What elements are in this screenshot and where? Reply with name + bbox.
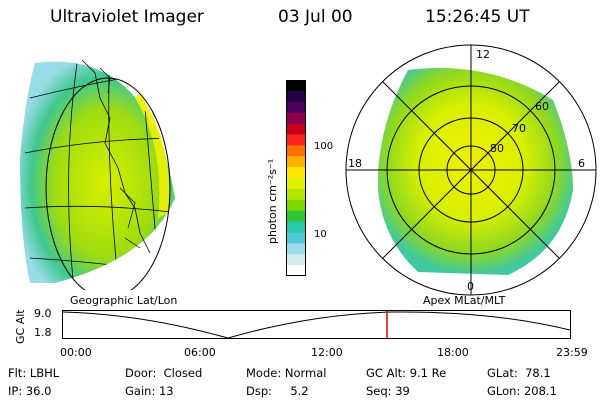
gain-field: Gain: 13 — [125, 384, 174, 398]
colorbar-swatch — [286, 188, 306, 201]
gc-altitude-field: GC Alt: 9.1 Re — [366, 366, 447, 380]
colorbar-swatch — [286, 199, 306, 212]
mlat-60-label: 60 — [535, 100, 549, 113]
mlat-70-label: 70 — [512, 122, 526, 135]
colorbar-swatch — [286, 101, 306, 114]
colorbar-swatch — [286, 232, 306, 244]
colorbar — [286, 80, 306, 276]
time-tick-1800: 18:00 — [437, 346, 469, 359]
colorbar-swatch — [286, 243, 306, 255]
altitude-tick-max: 9.0 — [34, 307, 52, 320]
colorbar-swatch — [286, 265, 306, 276]
image-date: 03 Jul 00 — [278, 7, 353, 27]
colorbar-unit-label: photon cm⁻²s⁻¹ — [266, 158, 279, 244]
colorbar-swatch — [286, 90, 306, 103]
colorbar-tick-100: 100 — [314, 141, 334, 152]
geographic-label: Geographic Lat/Lon — [70, 294, 178, 307]
image-time: 15:26:45 UT — [425, 7, 530, 27]
colorbar-swatch — [286, 145, 306, 157]
apex-label: Apex MLat/MLT — [423, 294, 506, 307]
time-tick-0000: 00:00 — [60, 346, 92, 359]
colorbar-swatch — [286, 112, 306, 125]
filter-field: Flt: LBHL — [8, 366, 60, 380]
geographic-image — [20, 59, 175, 290]
time-tick-2359: 23:59 — [556, 346, 588, 359]
dsp-field: Dsp: 5.2 — [246, 384, 309, 398]
mlt-12-label: 12 — [476, 48, 490, 61]
instrument-title: Ultraviolet Imager — [50, 7, 204, 27]
sequence-field: Seq: 39 — [366, 384, 410, 398]
geographic-aurora-region — [20, 61, 175, 283]
mlt-0-label: 0 — [467, 280, 474, 293]
polar-grid — [345, 44, 597, 296]
colorbar-swatch — [286, 221, 306, 233]
colorbar-swatch — [286, 167, 306, 179]
mlt-6-label: 6 — [578, 157, 585, 170]
time-tick-0600: 06:00 — [184, 346, 216, 359]
coastline — [81, 59, 151, 254]
colorbar-swatch — [286, 178, 306, 190]
door-field: Door: Closed — [125, 366, 203, 380]
colorbar-swatch — [286, 80, 306, 92]
glat-field: GLat: 78.1 — [487, 366, 551, 380]
earth-limb-outline — [45, 77, 171, 290]
colorbar-swatch — [286, 156, 306, 168]
colorbar-swatch — [286, 210, 306, 223]
polar-mlat-mlt-plot: 12 18 6 0 60 70 80 — [345, 44, 597, 296]
altitude-axis-label: GC Alt — [14, 309, 27, 344]
ip-field: IP: 36.0 — [8, 384, 52, 398]
altitude-curve — [62, 311, 571, 339]
colorbar-swatch — [286, 123, 306, 135]
colorbar-swatch — [286, 254, 306, 266]
mlt-18-label: 18 — [348, 157, 362, 170]
altitude-tick-min: 1.8 — [34, 326, 52, 339]
time-tick-1200: 12:00 — [311, 346, 343, 359]
altitude-plot-area — [62, 310, 571, 339]
colorbar-swatch — [286, 134, 306, 146]
glon-field: GLon: 208.1 — [487, 384, 557, 398]
mlat-80-label: 80 — [490, 142, 504, 155]
mode-field: Mode: Normal — [246, 366, 327, 380]
colorbar-tick-10: 10 — [314, 229, 327, 240]
